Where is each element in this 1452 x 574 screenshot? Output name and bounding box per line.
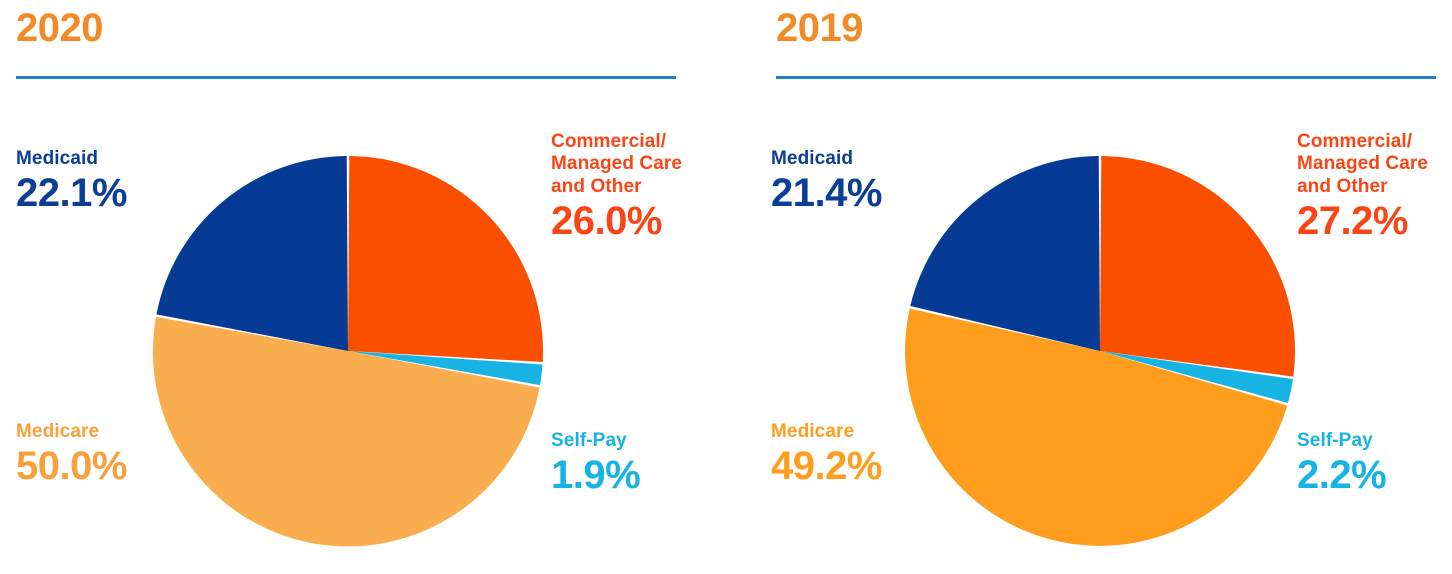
callout-selfpay-value-2020: 1.9% xyxy=(551,453,641,498)
pie-slice xyxy=(348,351,543,386)
panel-rule-2019 xyxy=(776,76,1436,79)
pie-slice xyxy=(348,156,543,362)
callout-selfpay-2019: Self-Pay 2.2% xyxy=(1297,430,1387,498)
callout-medicare-2020: Medicare 50.0% xyxy=(16,421,127,487)
callout-commercial-2020: Commercial/ Managed Care and Other 26.0% xyxy=(551,131,682,242)
panel-2020: 2020 Medicaid 22.1% Commercial/ Managed … xyxy=(16,6,682,547)
panel-title-2019: 2019 xyxy=(776,6,863,50)
callout-selfpay-label-2020: Self-Pay xyxy=(551,430,627,451)
callout-medicaid-label-2020: Medicaid xyxy=(16,148,99,169)
pie-slice xyxy=(1100,156,1295,377)
pie-svg-2019 xyxy=(905,156,1295,546)
callout-medicare-value-2020: 50.0% xyxy=(16,444,127,489)
callout-medicaid-label-2019: Medicaid xyxy=(771,148,854,169)
pie-slice xyxy=(905,308,1288,546)
callout-medicaid-value-2019: 21.4% xyxy=(771,171,882,216)
callout-medicaid-value-2020: 22.1% xyxy=(16,171,127,216)
callout-commercial-value-2020: 26.0% xyxy=(551,199,662,244)
callout-medicare-label-2020: Medicare xyxy=(16,421,100,442)
callout-commercial-label-2020: Commercial/ Managed Care and Other xyxy=(551,131,683,197)
pie-svg-2020 xyxy=(152,156,543,547)
callout-medicare-value-2019: 49.2% xyxy=(771,444,882,489)
callout-medicaid-2020: Medicaid 22.1% xyxy=(16,148,127,214)
pie-slice xyxy=(1100,351,1293,403)
callout-medicare-2019: Medicare 49.2% xyxy=(771,421,882,487)
callout-commercial-value-2019: 27.2% xyxy=(1297,199,1408,244)
pie-slice xyxy=(910,156,1100,351)
panel-title-2020: 2020 xyxy=(16,6,103,50)
pie-chart-2020 xyxy=(152,155,544,547)
panel-rule-2020 xyxy=(16,76,676,79)
pie-chart-2019 xyxy=(904,155,1296,547)
callout-medicare-label-2019: Medicare xyxy=(771,421,855,442)
callout-selfpay-2020: Self-Pay 1.9% xyxy=(551,430,641,498)
callout-medicaid-2019: Medicaid 21.4% xyxy=(771,148,882,214)
callout-commercial-2019: Commercial/ Managed Care and Other 27.2% xyxy=(1297,131,1428,242)
panel-2019: 2019 Medicaid 21.4% Commercial/ Managed … xyxy=(760,0,1452,574)
pie-slice xyxy=(156,156,348,351)
pie-slice xyxy=(152,316,540,547)
callout-selfpay-value-2019: 2.2% xyxy=(1297,453,1387,498)
callout-commercial-label-2019: Commercial/ Managed Care and Other xyxy=(1297,131,1429,197)
callout-selfpay-label-2019: Self-Pay xyxy=(1297,430,1373,451)
